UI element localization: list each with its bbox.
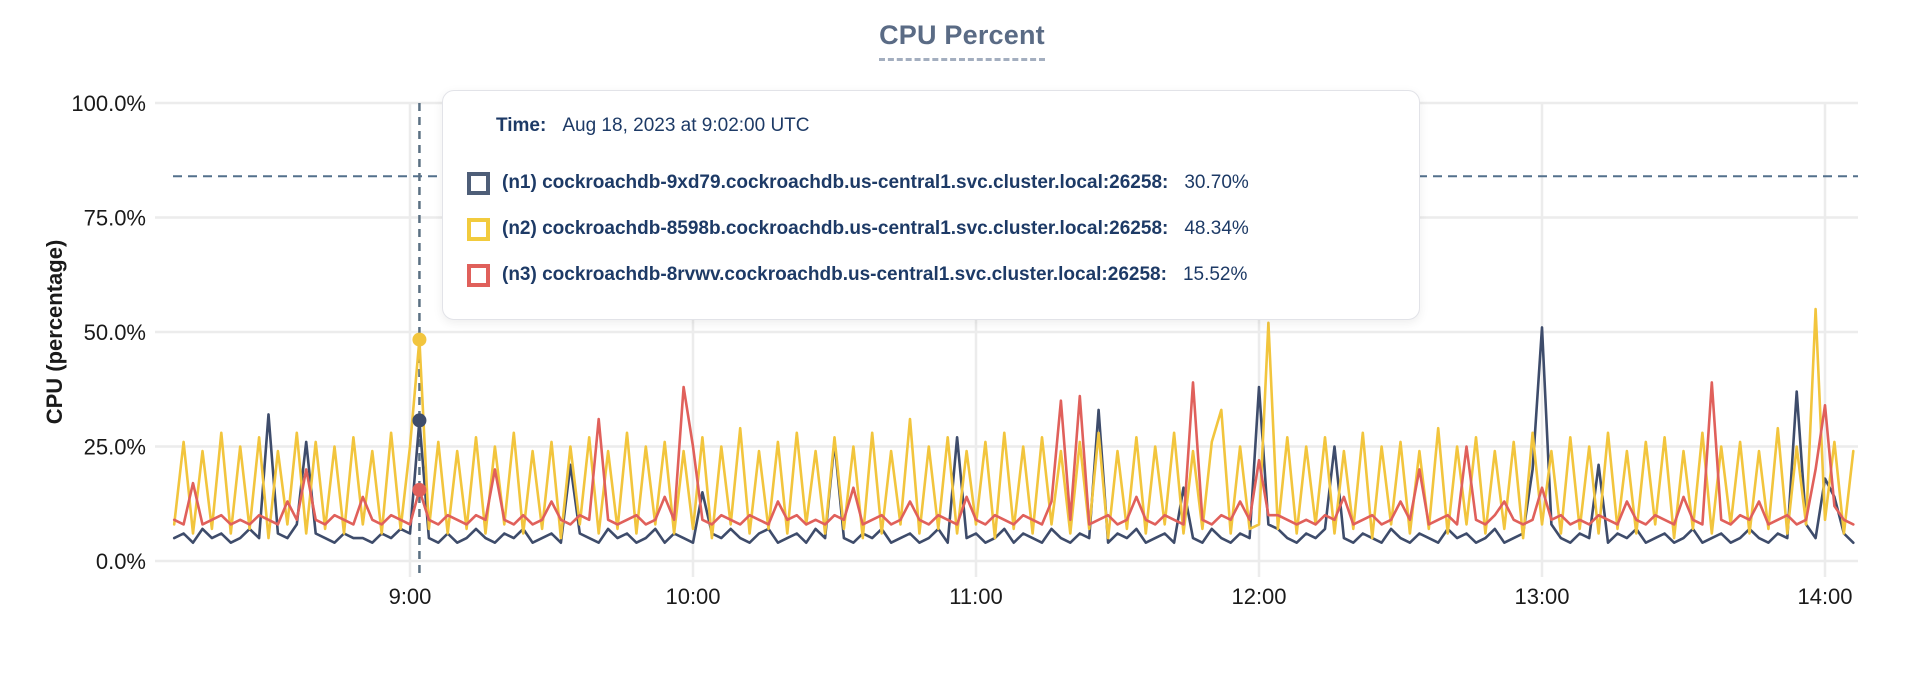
y-tick-label: 25.0%: [84, 435, 146, 460]
series-n2-marker-icon: [467, 217, 490, 241]
series-n1-value: 30.70%: [1184, 172, 1249, 193]
series-line-n1: [172, 326, 1855, 545]
series-n2-label: (n2) cockroachdb-8598b.cockroachdb.us-ce…: [502, 218, 1169, 239]
series-n3-label: (n3) cockroachdb-8rvwv.cockroachdb.us-ce…: [502, 264, 1167, 285]
series-n1-marker-icon: [467, 171, 490, 195]
y-tick-label: 100.0%: [71, 91, 146, 116]
tooltip-time-value: Aug 18, 2023 at 9:02:00 UTC: [562, 115, 810, 136]
tooltip-time-label: Time:: [496, 115, 547, 136]
x-tick-label: 11:00: [949, 584, 1002, 609]
hover-dot-n1: [412, 413, 427, 428]
x-tick-label: 14:00: [1797, 584, 1852, 609]
series-line-n3: [172, 381, 1855, 526]
hover-dot-n3: [412, 482, 427, 497]
y-axis-label: CPU (percentage): [42, 240, 67, 425]
y-tick-label: 50.0%: [84, 320, 146, 345]
tooltip-row-n1: (n1) cockroachdb-9xd79.cockroachdb.us-ce…: [467, 171, 1395, 195]
tooltip-series-rows: (n1) cockroachdb-9xd79.cockroachdb.us-ce…: [467, 171, 1395, 287]
x-tick-label: 13:00: [1514, 584, 1569, 609]
y-tick-label: 75.0%: [84, 206, 146, 231]
y-tick-label: 0.0%: [96, 549, 146, 574]
tooltip-row-n2: (n2) cockroachdb-8598b.cockroachdb.us-ce…: [467, 217, 1395, 241]
series-n2-value: 48.34%: [1184, 218, 1249, 239]
hover-dot-n2: [412, 332, 427, 347]
series-line-n2: [172, 307, 1855, 540]
x-tick-label: 10:00: [665, 584, 720, 609]
x-tick-label: 12:00: [1231, 584, 1286, 609]
x-tick-label: 9:00: [389, 584, 432, 609]
series-n3-value: 15.52%: [1182, 264, 1248, 285]
chart-hover-tooltip: Time: Aug 18, 2023 at 9:02:00 UTC (n1) c…: [442, 90, 1420, 320]
tooltip-time-row: Time: Aug 18, 2023 at 9:02:00 UTC: [496, 115, 1395, 137]
series-n3-marker-icon: [467, 263, 490, 287]
tooltip-row-n3: (n3) cockroachdb-8rvwv.cockroachdb.us-ce…: [467, 263, 1395, 287]
series-n1-label: (n1) cockroachdb-9xd79.cockroachdb.us-ce…: [502, 172, 1169, 193]
